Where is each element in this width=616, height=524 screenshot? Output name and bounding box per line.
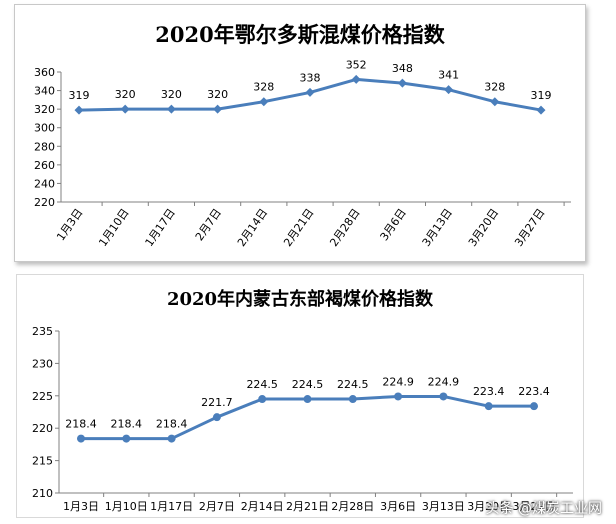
data-label: 319	[531, 89, 552, 102]
y-tick-label: 225	[32, 390, 53, 403]
x-tick-label: 3月6日	[380, 500, 416, 513]
x-tick-label: 3月20日	[467, 500, 510, 513]
data-point	[213, 104, 223, 114]
x-tick-label: 1月10日	[105, 500, 148, 513]
data-label: 320	[161, 88, 182, 101]
y-tick-label: 360	[34, 66, 55, 79]
data-point	[484, 402, 493, 411]
x-tick-label: 3月20日	[466, 206, 501, 249]
chart-panel-inner-mongolia: 2020年内蒙古东部褐煤价格指数 210 215 220 225 230 235 1月3日 1…	[16, 274, 584, 518]
data-label: 348	[392, 62, 413, 75]
x-tick-label: 1月3日	[63, 500, 99, 513]
inner-mongolia-price-line-chart: 210 215 220 225 230 235 1月3日 1月10日 1月17日 2月7日 2月14…	[32, 325, 573, 513]
chart-title: 2020年鄂尔多斯混煤价格指数	[155, 22, 445, 47]
data-point	[259, 97, 269, 107]
data-label: 224.5	[337, 378, 369, 391]
ordos-price-line-chart: 220 240 260 280 300 320 340 360 1月3日 1月10日 1月17日 2月…	[34, 58, 571, 249]
y-tick-label: 260	[34, 159, 55, 172]
data-label: 224.9	[428, 375, 460, 388]
y-tick-label: 235	[32, 325, 53, 338]
y-tick-label: 220	[34, 196, 55, 209]
data-label: 218.4	[156, 418, 188, 431]
data-point	[167, 434, 176, 443]
data-label: 218.4	[65, 418, 97, 431]
y-tick-label: 220	[32, 422, 53, 435]
data-point	[439, 392, 448, 401]
x-tick-label: 2月14日	[241, 500, 284, 513]
data-point	[351, 74, 361, 84]
data-label: 341	[438, 69, 459, 82]
data-point	[258, 395, 267, 404]
y-tick-label: 240	[34, 177, 55, 190]
data-label: 224.5	[246, 378, 278, 391]
x-tick-label: 2月21日	[286, 500, 329, 513]
data-point	[444, 85, 454, 95]
data-point	[77, 434, 85, 443]
x-tick-label: 2月14日	[235, 206, 270, 249]
x-tick-label: 1月17日	[143, 206, 178, 249]
x-tick-label: 2月7日	[193, 206, 224, 243]
data-point	[490, 97, 500, 107]
y-tick-label: 210	[32, 487, 53, 500]
data-label: 223.4	[518, 385, 550, 398]
x-tick-label: 2月7日	[199, 500, 235, 513]
x-tick-label: 2月28日	[331, 500, 374, 513]
data-label: 352	[346, 58, 367, 71]
data-point	[120, 104, 130, 114]
data-point	[536, 105, 546, 115]
chart-title: 2020年内蒙古东部褐煤价格指数	[166, 289, 434, 310]
data-point	[348, 395, 357, 404]
data-label: 320	[207, 88, 228, 101]
data-label: 320	[115, 88, 136, 101]
chart-panel-ordos: 2020年鄂尔多斯混煤价格指数 220 240 260 280 300 320 340 360…	[14, 4, 586, 262]
x-tick-label: 3月13日	[420, 206, 455, 249]
data-point	[212, 413, 221, 422]
data-point	[303, 395, 312, 404]
watermark: 头条 @煤炭工业网	[485, 501, 602, 517]
x-tick-label: 3月27日	[512, 206, 547, 249]
x-tick-label: 2月28日	[327, 206, 362, 249]
data-point	[74, 105, 84, 115]
y-tick-label: 280	[34, 140, 55, 153]
x-tick-label: 2月21日	[281, 206, 316, 249]
data-label: 224.9	[382, 375, 414, 388]
y-tick-label: 340	[34, 85, 55, 98]
data-point	[530, 402, 538, 411]
y-tick-label: 300	[34, 122, 55, 135]
data-label: 218.4	[111, 418, 143, 431]
data-label: 224.5	[292, 378, 324, 391]
data-label: 328	[253, 81, 274, 94]
x-tick-label: 3月6日	[378, 206, 409, 243]
data-point	[397, 78, 407, 88]
data-point	[122, 434, 131, 443]
y-tick-label: 320	[34, 103, 55, 116]
x-tick-label: 1月17日	[150, 500, 193, 513]
data-point	[394, 392, 403, 401]
x-tick-label: 3月27日	[513, 500, 556, 513]
data-label: 221.7	[201, 396, 233, 409]
data-label: 319	[69, 89, 90, 102]
x-tick-label: 1月10日	[96, 206, 131, 249]
y-tick-label: 230	[32, 357, 53, 370]
x-tick-label: 3月13日	[422, 500, 465, 513]
data-label: 223.4	[473, 385, 505, 398]
data-point	[305, 87, 315, 97]
y-tick-label: 215	[32, 455, 53, 468]
data-point	[166, 104, 176, 114]
data-label: 338	[300, 71, 321, 84]
data-label: 328	[484, 81, 505, 94]
x-tick-label: 1月3日	[54, 206, 85, 243]
